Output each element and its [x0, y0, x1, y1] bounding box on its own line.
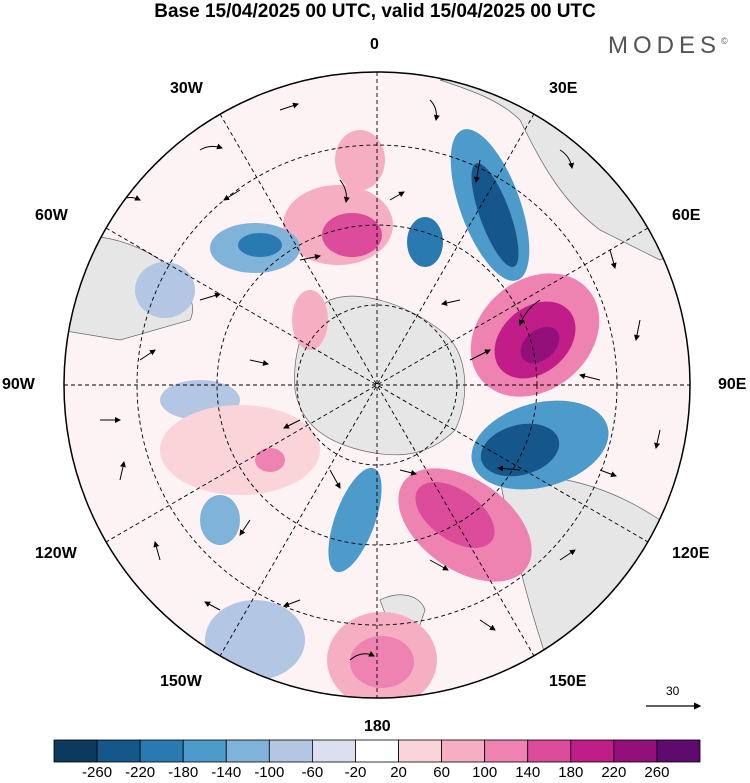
colorbar-swatch-2: [139, 739, 184, 763]
map-title: Base 15/04/2025 00 UTC, valid 15/04/2025…: [154, 1, 596, 22]
logo-mark: ©: [721, 36, 728, 46]
colorbar-swatch-10: [484, 739, 529, 763]
lon-label-30w: 30W: [170, 80, 203, 97]
colorbar-swatch-13: [613, 739, 658, 763]
colorbar-tick-label: 260: [644, 764, 670, 781]
colorbar-swatch-12: [570, 739, 615, 763]
colorbar-tick-label: -140: [211, 764, 242, 781]
colorbar: [53, 739, 701, 763]
vector-scale-label: 30: [666, 684, 680, 698]
colorbar-tick-label: -60: [301, 764, 324, 781]
lon-label-0: 0: [370, 36, 379, 53]
colorbar-swatch-1: [96, 739, 141, 763]
logo-text: MODES: [608, 32, 722, 59]
lon-label-90e: 90E: [718, 376, 747, 393]
colorbar-tick-label: -100: [254, 764, 285, 781]
map-field: [64, 72, 690, 698]
colorbar-tick-label: 220: [601, 764, 627, 781]
colorbar-swatch-9: [441, 739, 486, 763]
colorbar-swatch-11: [527, 739, 572, 763]
colorbar-tick-label: -220: [125, 764, 156, 781]
colorbar-tick-label: 180: [558, 764, 584, 781]
colorbar-swatch-7: [355, 739, 399, 763]
lon-label-30e: 30E: [549, 80, 578, 97]
colorbar-tick-label: 60: [433, 764, 450, 781]
wind-vectors: [100, 99, 661, 661]
graticule: [64, 72, 690, 698]
colorbar-swatch-4: [225, 739, 270, 763]
map-frame: [63, 71, 691, 699]
lon-label-60w: 60W: [35, 207, 68, 224]
colorbar-tick-label: -20: [344, 764, 367, 781]
lon-label-180: 180: [364, 718, 391, 735]
lon-label-120w: 120W: [35, 545, 77, 562]
colorbar-swatch-6: [311, 739, 356, 763]
colorbar-tick-label: -180: [168, 764, 199, 781]
colorbar-swatch-0: [53, 739, 98, 763]
lon-label-60e: 60E: [672, 207, 701, 224]
colorbar-swatch-5: [268, 739, 313, 763]
lon-label-120e: 120E: [672, 545, 710, 562]
lon-label-150e: 150E: [549, 673, 587, 690]
colorbar-swatch-3: [182, 739, 227, 763]
colorbar-swatch-14: [656, 739, 701, 763]
modes-logo: MODES©: [608, 32, 728, 60]
colorbar-tick-label: 20: [390, 764, 407, 781]
colorbar-tick-label: -260: [82, 764, 113, 781]
colorbar-tick-label: 100: [472, 764, 498, 781]
anomaly-field: [135, 129, 609, 698]
lon-label-90w: 90W: [2, 376, 35, 393]
lon-label-150w: 150W: [160, 673, 202, 690]
colorbar-swatch-8: [398, 739, 442, 763]
colorbar-tick-label: 140: [515, 764, 541, 781]
